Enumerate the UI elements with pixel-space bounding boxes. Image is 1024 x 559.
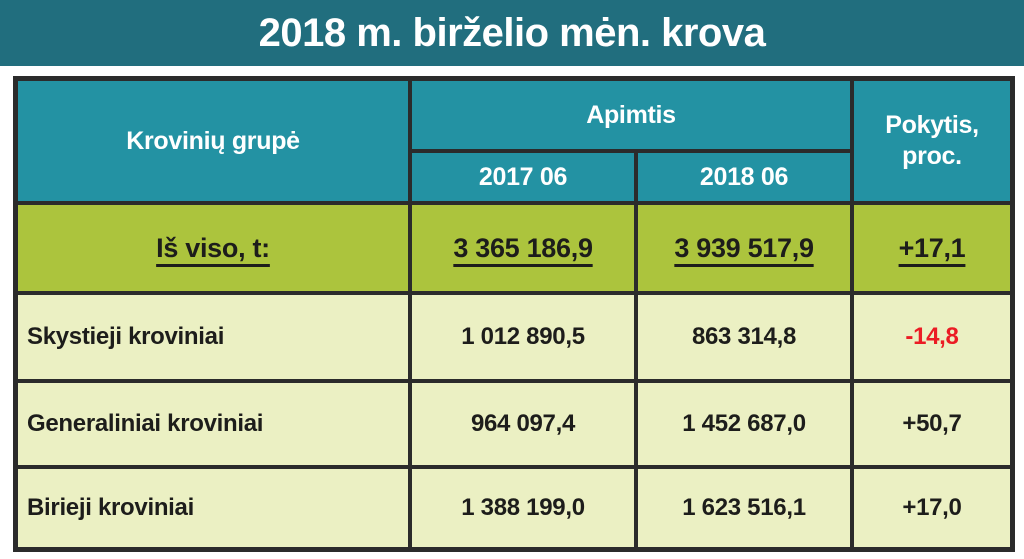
- value-2018-liquid-cargo: 863 314,8: [638, 295, 850, 379]
- total-value-2017: 3 365 186,9: [412, 205, 634, 291]
- header-cell-change-percent: Pokytis, proc.: [854, 81, 1010, 201]
- title-band: 2018 m. birželio mėn. krova: [0, 0, 1024, 66]
- total-change-value: +17,1: [854, 205, 1010, 291]
- value-2018-bulk-cargo: 1 623 516,1: [638, 469, 850, 547]
- change-value-general-cargo: +50,7: [854, 383, 1010, 465]
- change-value-bulk-cargo: +17,0: [854, 469, 1010, 547]
- header-cell-volume: Apimtis: [412, 81, 850, 149]
- header-cell-cargo-group: Krovinių grupė: [18, 81, 408, 201]
- row-label-liquid-cargo: Skystieji kroviniai: [18, 295, 408, 379]
- change-value-liquid-cargo: -14,8: [854, 295, 1010, 379]
- row-label-bulk-cargo: Birieji kroviniai: [18, 469, 408, 547]
- cargo-table: Krovinių grupė Apimtis Pokytis, proc. 20…: [13, 76, 1015, 552]
- total-change-text: +17,1: [898, 232, 966, 263]
- header-cell-2017-06: 2017 06: [412, 153, 634, 201]
- value-2017-liquid-cargo: 1 012 890,5: [412, 295, 634, 379]
- row-label-general-cargo: Generaliniai kroviniai: [18, 383, 408, 465]
- header-cell-2018-06: 2018 06: [638, 153, 850, 201]
- value-2018-general-cargo: 1 452 687,0: [638, 383, 850, 465]
- total-label-text: Iš viso, t:: [156, 232, 270, 263]
- total-value-2017-text: 3 365 186,9: [453, 232, 593, 263]
- total-value-2018: 3 939 517,9: [638, 205, 850, 291]
- value-2017-general-cargo: 964 097,4: [412, 383, 634, 465]
- value-2017-bulk-cargo: 1 388 199,0: [412, 469, 634, 547]
- slide-title: 2018 m. birželio mėn. krova: [258, 10, 766, 55]
- total-value-2018-text: 3 939 517,9: [674, 232, 814, 263]
- total-row-label: Iš viso, t:: [18, 205, 408, 291]
